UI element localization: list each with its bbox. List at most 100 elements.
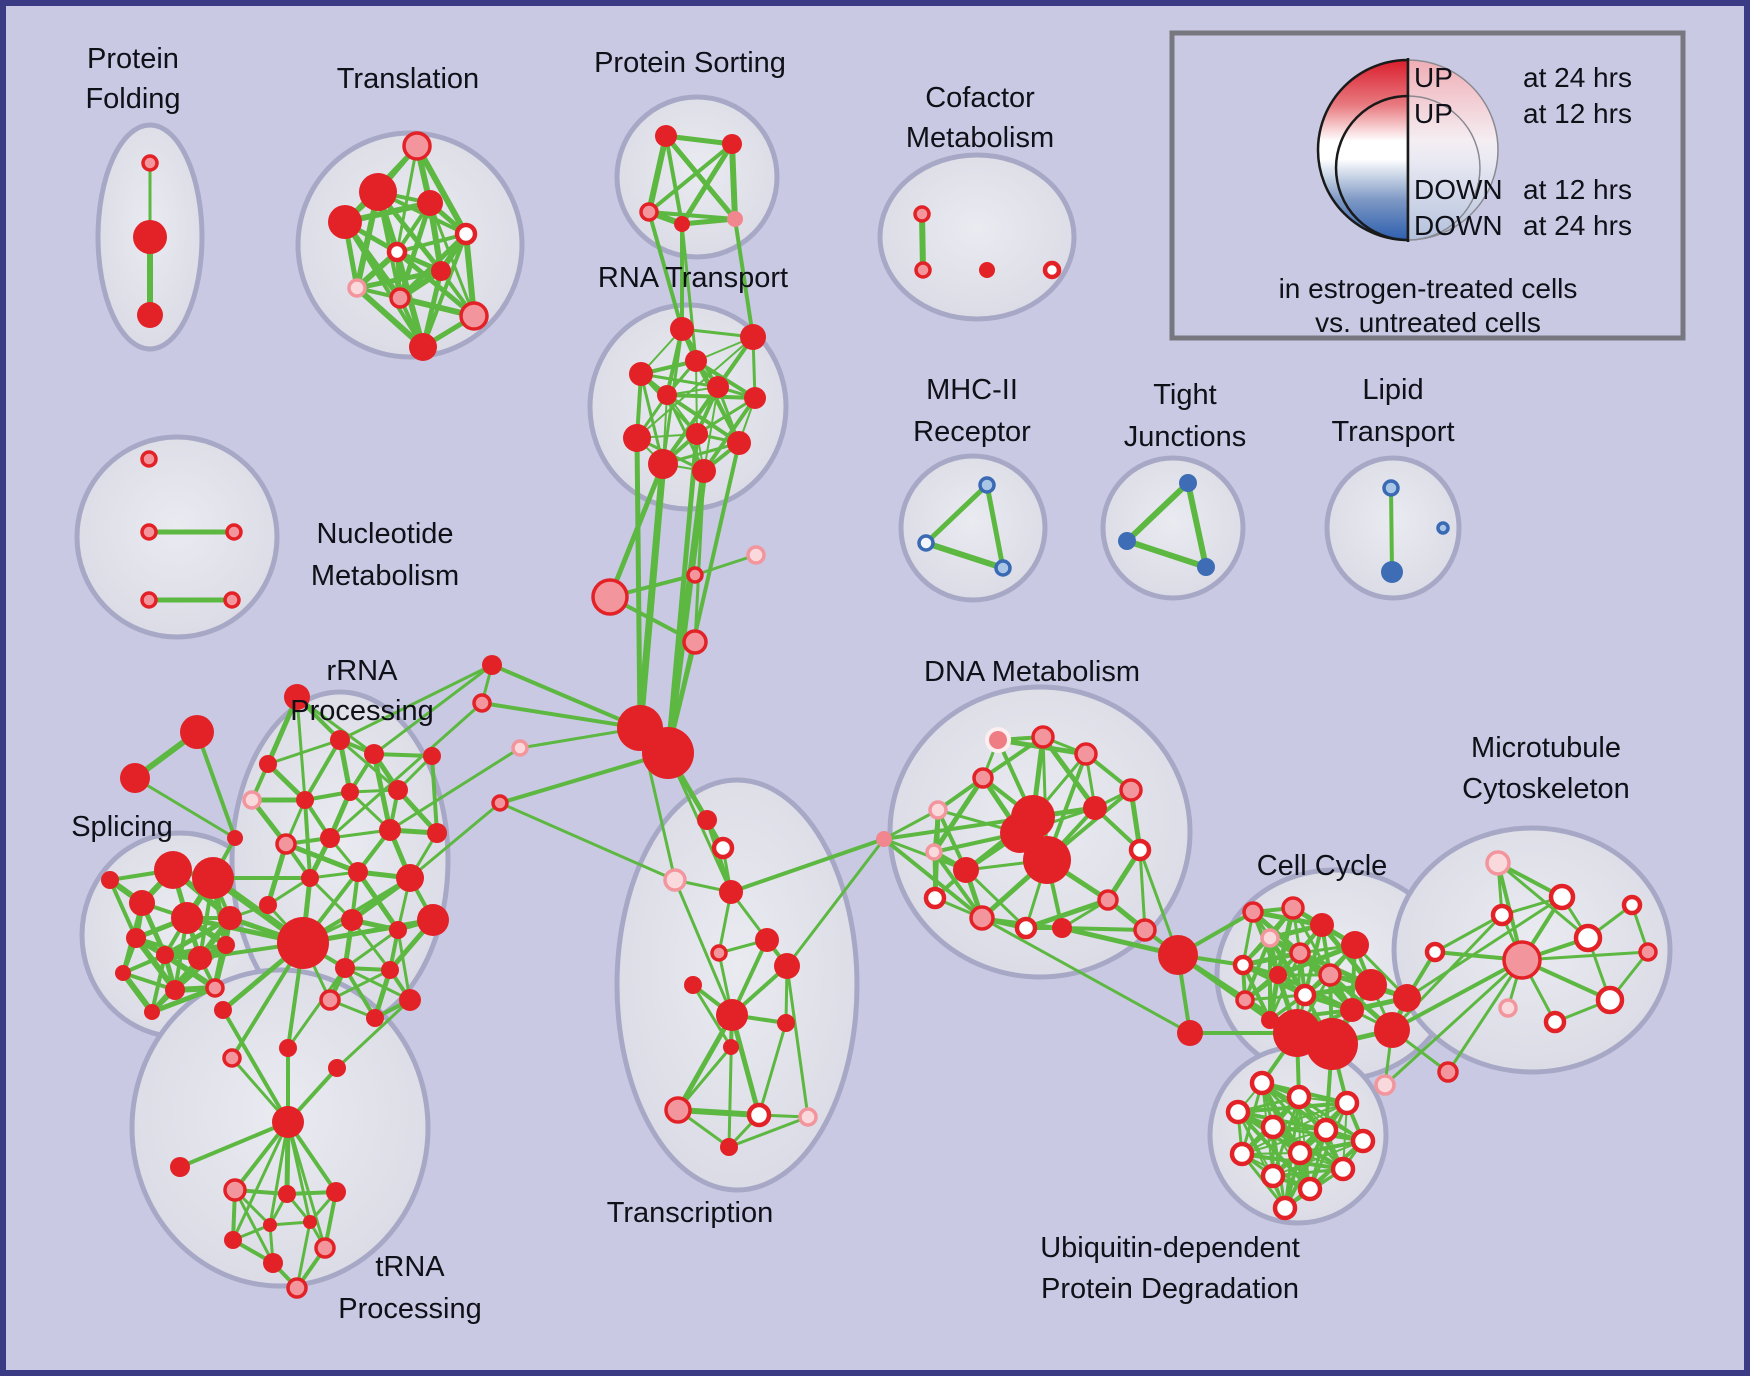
gene-node-translation-6[interactable]: [431, 261, 451, 281]
gene-node-cc-11[interactable]: [1293, 983, 1317, 1007]
gene-node-translation-3[interactable]: [328, 205, 362, 239]
gene-node-nucleotide-4[interactable]: [223, 591, 241, 609]
gene-node-rrna-18[interactable]: [389, 921, 407, 939]
gene-node-mt-3[interactable]: [1424, 941, 1446, 963]
gene-node-lipid-2[interactable]: [1436, 521, 1450, 535]
gene-node-splicing-13[interactable]: [144, 1004, 160, 1020]
gene-node-trna-4[interactable]: [279, 1039, 297, 1057]
gene-node-hub-15[interactable]: [1177, 1020, 1203, 1046]
gene-node-translation-2[interactable]: [417, 190, 443, 216]
gene-node-hub-4[interactable]: [746, 545, 766, 565]
gene-node-rrna-15[interactable]: [396, 864, 424, 892]
gene-node-rrna-5[interactable]: [242, 790, 262, 810]
gene-node-hub-8[interactable]: [511, 739, 529, 757]
gene-node-mt-10[interactable]: [1498, 998, 1518, 1018]
gene-node-rna-1[interactable]: [740, 324, 766, 350]
gene-node-mt-1[interactable]: [1548, 883, 1576, 911]
gene-node-rrna-24[interactable]: [399, 989, 421, 1011]
gene-node-hub-9[interactable]: [491, 794, 509, 812]
gene-node-nucleotide-3[interactable]: [140, 591, 158, 609]
gene-node-ub-0[interactable]: [1249, 1070, 1275, 1096]
gene-node-transcription-9[interactable]: [777, 1014, 795, 1032]
gene-node-translation-10[interactable]: [409, 333, 437, 361]
gene-node-nucleotide-2[interactable]: [225, 523, 243, 541]
gene-node-translation-9[interactable]: [459, 301, 489, 331]
gene-node-dna-15[interactable]: [1014, 916, 1038, 940]
gene-node-tight_junctions-1[interactable]: [1118, 532, 1136, 550]
gene-node-dna-17[interactable]: [1097, 889, 1119, 911]
gene-node-mhc2-1[interactable]: [917, 534, 935, 552]
gene-node-hub-1[interactable]: [642, 727, 694, 779]
gene-node-cc-1[interactable]: [1281, 896, 1305, 920]
gene-node-mhc2-2[interactable]: [994, 559, 1012, 577]
gene-node-protein_sorting-0[interactable]: [655, 125, 677, 147]
gene-node-rrna-13[interactable]: [301, 869, 319, 887]
gene-node-mt-5[interactable]: [1573, 923, 1603, 953]
gene-node-rrna-9[interactable]: [275, 833, 297, 855]
gene-node-rna-0[interactable]: [670, 317, 694, 341]
gene-node-cc-14[interactable]: [1306, 1018, 1358, 1070]
gene-node-cc-17[interactable]: [1393, 984, 1421, 1012]
gene-node-translation-0[interactable]: [402, 131, 432, 161]
gene-node-mt-8[interactable]: [1595, 985, 1625, 1015]
gene-node-splicing-11[interactable]: [165, 980, 185, 1000]
gene-node-ub-7[interactable]: [1229, 1141, 1255, 1167]
gene-node-hub-7[interactable]: [472, 693, 492, 713]
gene-node-rrna-6[interactable]: [296, 791, 314, 809]
gene-node-cc-15[interactable]: [1374, 1012, 1410, 1048]
gene-node-rrna-0[interactable]: [284, 684, 310, 710]
gene-node-dna-11[interactable]: [1119, 778, 1143, 802]
gene-node-cc-8[interactable]: [1318, 963, 1342, 987]
gene-node-rrna-19[interactable]: [417, 904, 449, 936]
gene-node-cc-6[interactable]: [1232, 954, 1254, 976]
gene-node-transcription-12[interactable]: [746, 1102, 772, 1128]
gene-node-cc-7[interactable]: [1269, 966, 1287, 984]
gene-node-rrna-12[interactable]: [427, 823, 447, 843]
gene-node-transcription-11[interactable]: [664, 1096, 692, 1124]
gene-node-rrna-14[interactable]: [348, 862, 368, 882]
gene-node-trna-5[interactable]: [328, 1059, 346, 1077]
gene-node-ub-6[interactable]: [1350, 1128, 1376, 1154]
gene-node-hub-6[interactable]: [482, 655, 502, 675]
gene-node-rrna-20[interactable]: [259, 896, 277, 914]
gene-node-splicing-10[interactable]: [115, 965, 131, 981]
gene-node-trna-7[interactable]: [278, 1185, 296, 1203]
gene-node-translation-4[interactable]: [386, 241, 408, 263]
gene-node-trna-8[interactable]: [326, 1182, 346, 1202]
gene-node-rrna-3[interactable]: [364, 744, 384, 764]
gene-node-splicing-12[interactable]: [205, 978, 225, 998]
gene-node-ub-8[interactable]: [1287, 1140, 1313, 1166]
gene-node-trna-3[interactable]: [222, 1048, 242, 1068]
gene-node-translation-1[interactable]: [359, 173, 397, 211]
gene-node-rna-10[interactable]: [648, 449, 678, 479]
gene-node-rna-11[interactable]: [692, 459, 716, 483]
gene-node-rrna-1[interactable]: [330, 730, 350, 750]
gene-node-transcription-0[interactable]: [697, 810, 717, 830]
gene-node-dna-10[interactable]: [1083, 796, 1107, 820]
gene-node-splicing-8[interactable]: [156, 946, 174, 964]
gene-node-cc-5[interactable]: [1289, 942, 1311, 964]
gene-node-translation-7[interactable]: [347, 278, 367, 298]
gene-node-ub-2[interactable]: [1334, 1090, 1360, 1116]
gene-node-trna-10[interactable]: [263, 1253, 283, 1273]
gene-node-dna-4[interactable]: [928, 800, 948, 820]
gene-node-dna-0[interactable]: [985, 727, 1011, 753]
gene-node-rna-7[interactable]: [686, 423, 708, 445]
gene-node-cc-10[interactable]: [1235, 990, 1255, 1010]
gene-node-transcription-8[interactable]: [774, 953, 800, 979]
gene-node-cc-3[interactable]: [1260, 928, 1280, 948]
gene-node-rrna-16[interactable]: [277, 917, 329, 969]
gene-node-mt-0[interactable]: [1485, 850, 1511, 876]
gene-node-hub-13[interactable]: [876, 831, 892, 847]
gene-node-protein_sorting-2[interactable]: [639, 202, 659, 222]
gene-node-dna-18[interactable]: [1133, 918, 1157, 942]
gene-node-rrna-25[interactable]: [366, 1009, 384, 1027]
gene-node-hub-3[interactable]: [686, 566, 704, 584]
gene-node-transcription-14[interactable]: [720, 1138, 738, 1156]
gene-node-trna-11[interactable]: [314, 1237, 336, 1259]
gene-node-rna-8[interactable]: [623, 424, 651, 452]
gene-node-rrna-10[interactable]: [320, 828, 340, 848]
gene-node-cc-9[interactable]: [1355, 969, 1387, 1001]
gene-node-dna-6[interactable]: [953, 857, 979, 883]
gene-node-cofactor-2[interactable]: [979, 262, 995, 278]
